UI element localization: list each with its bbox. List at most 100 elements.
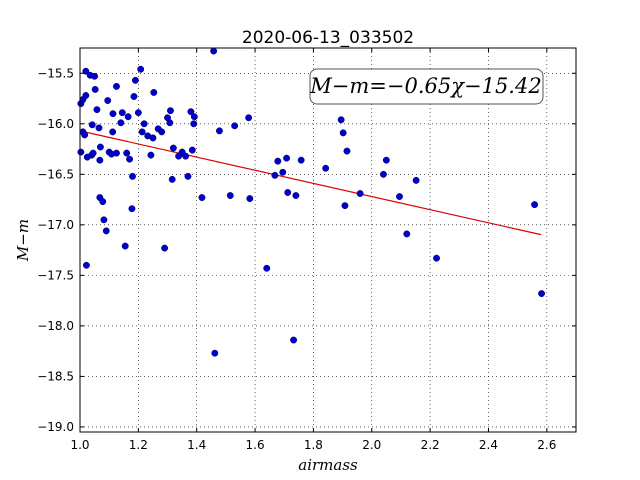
data-point [284, 189, 292, 196]
data-point [99, 198, 107, 206]
data-point [124, 113, 132, 121]
annotation-frame [309, 68, 544, 105]
data-point [82, 261, 90, 269]
data-point [190, 113, 198, 121]
data-point [166, 119, 174, 127]
data-point [187, 108, 195, 116]
data-point [283, 154, 291, 162]
data-point [82, 67, 90, 75]
data-point [117, 119, 125, 127]
x-tick-label: 1.2 [129, 438, 148, 452]
data-point [96, 156, 104, 164]
data-point [77, 148, 85, 156]
data-point [134, 109, 142, 117]
data-point [137, 65, 145, 73]
x-tick-label: 1.8 [304, 438, 323, 452]
y-tick-label: −17.0 [37, 218, 74, 232]
data-point [102, 227, 110, 235]
data-point [531, 201, 539, 209]
data-point [337, 116, 345, 124]
data-point [343, 147, 351, 155]
data-point [339, 129, 347, 137]
data-point [140, 120, 148, 128]
data-point [290, 336, 298, 344]
data-point [89, 149, 97, 157]
y-tick-label: −15.5 [37, 66, 74, 80]
data-point [130, 93, 138, 100]
data-point [123, 149, 131, 157]
data-point [246, 195, 254, 203]
data-point [93, 106, 101, 114]
data-point [190, 120, 198, 128]
plot-area-frame [79, 47, 577, 433]
y-tick-label: −17.5 [37, 268, 74, 282]
data-point [188, 146, 196, 154]
data-point [129, 172, 136, 180]
data-points [77, 47, 546, 357]
data-point [82, 92, 90, 99]
data-point [104, 97, 112, 104]
data-point [184, 172, 192, 180]
x-tick-label: 1.6 [246, 438, 265, 452]
data-point [433, 254, 440, 262]
data-point [118, 109, 126, 117]
data-point [91, 85, 99, 93]
data-point [379, 170, 387, 178]
data-point [274, 157, 282, 165]
y-tick-label: −16.5 [37, 167, 74, 181]
data-point [161, 244, 169, 252]
fit-line [79, 130, 542, 236]
annotation-box: M−m=−0.65χ−15.42 [309, 68, 544, 105]
x-tick-label: 1.4 [187, 438, 206, 452]
data-point [356, 190, 364, 197]
data-point [169, 144, 177, 152]
data-point [81, 131, 89, 139]
data-point [182, 152, 190, 160]
chart-title: 2020-06-13_033502 [242, 28, 414, 48]
data-point [100, 216, 108, 224]
data-point [109, 110, 117, 118]
data-point [216, 127, 223, 135]
data-point [126, 155, 134, 163]
data-point [113, 82, 120, 90]
y-axis-label: M−m [14, 219, 32, 262]
data-point [166, 107, 174, 115]
data-point [109, 128, 117, 136]
data-point [412, 176, 420, 184]
x-tick-label: 2.6 [537, 438, 556, 452]
data-point [279, 168, 287, 176]
data-point [113, 149, 120, 157]
y-tick-label: −19.0 [37, 420, 74, 434]
data-point [131, 76, 139, 84]
x-tick-label: 1.0 [70, 438, 89, 452]
data-point [168, 175, 176, 183]
data-point [292, 192, 300, 199]
data-point [121, 242, 129, 250]
data-point [382, 156, 390, 164]
data-point [231, 122, 239, 130]
axis-ticks: 1.0 1.2 1.4 1.6 1.8 2.0 2.2 2.4 2.6 −15.5 −16.0 −16… [37, 48, 576, 452]
data-point [210, 47, 218, 55]
data-point [88, 121, 96, 129]
data-point [211, 349, 219, 357]
y-tick-label: −18.0 [37, 319, 74, 333]
data-point [226, 192, 234, 199]
data-point [245, 114, 253, 122]
data-point [341, 202, 349, 210]
data-point [158, 128, 166, 136]
grid-lines [79, 48, 576, 432]
x-tick-label: 2.0 [362, 438, 381, 452]
data-point [271, 171, 279, 179]
data-point [297, 156, 305, 164]
fit-equation-annotation: M−m=−0.65χ−15.42 [309, 74, 541, 98]
data-point [538, 290, 546, 298]
data-point [322, 164, 330, 172]
x-axis-label: airmass [298, 456, 358, 474]
data-point [263, 264, 271, 272]
x-tick-label: 2.2 [421, 438, 440, 452]
y-tick-label: −16.0 [37, 117, 74, 131]
fit-line-layer [79, 130, 542, 236]
data-point [128, 205, 136, 213]
data-point [96, 143, 104, 151]
